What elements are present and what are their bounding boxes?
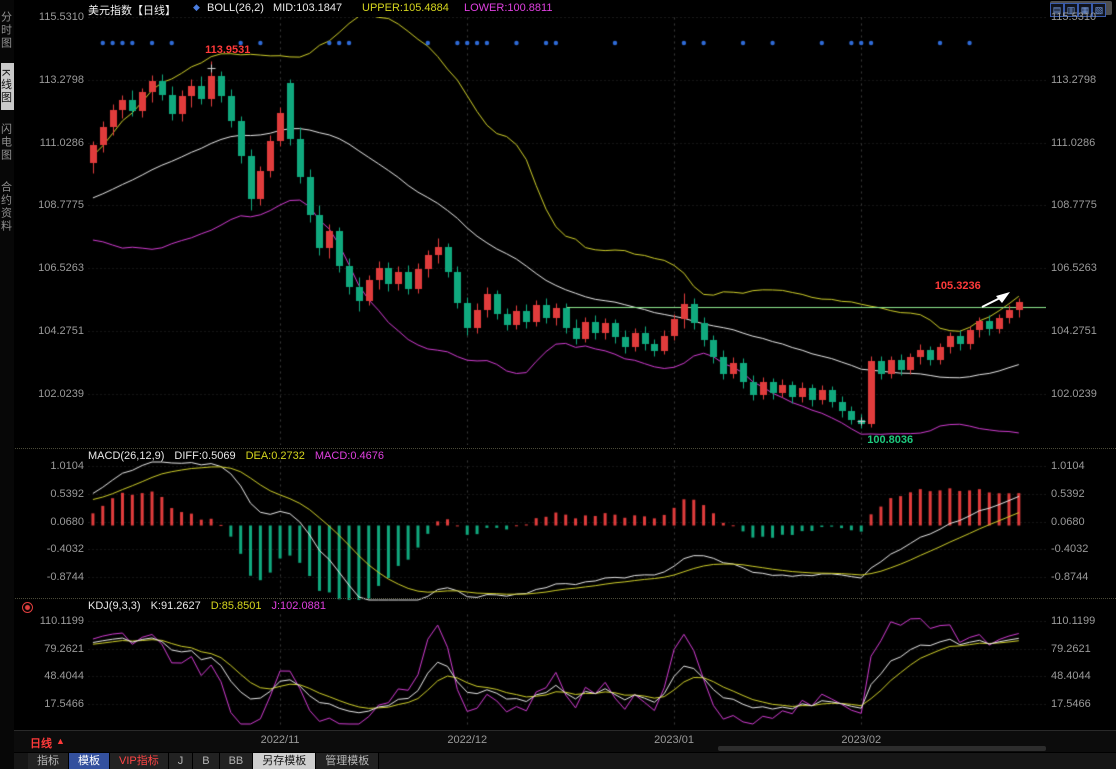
- macd-axis-label: 0.0680: [50, 515, 84, 528]
- price-axis-label: 115.5310: [1051, 11, 1097, 23]
- price-annotation-latest: 105.3236: [934, 279, 981, 292]
- sidebar-item-time-share-chart[interactable]: 分时图: [0, 11, 12, 50]
- tab-j[interactable]: J: [168, 753, 194, 769]
- kdj-axis-label: 110.1199: [1051, 615, 1096, 627]
- sidebar-item-flash-chart[interactable]: 闪电图: [0, 123, 12, 163]
- x-axis-label: 2022/11: [260, 734, 300, 746]
- boll-mid-value: MID:103.1847: [273, 2, 343, 14]
- layout-button-group: ▤ ▥ ▦ ▧: [1050, 3, 1107, 17]
- sidebar-item-contract-info[interactable]: 合约资料: [0, 181, 12, 234]
- price-axis-label: 106.5263: [1051, 262, 1097, 275]
- boll-lower-value: LOWER:100.8811: [464, 2, 553, 14]
- macd-axis-label: 0.5392: [1051, 487, 1085, 500]
- kdj-j-value: J:102.0881: [271, 600, 326, 612]
- price-axis-label: 106.5263: [38, 262, 84, 275]
- macd-axis-label: -0.8744: [46, 571, 84, 583]
- price-annotation-trough: 100.8036: [867, 434, 914, 447]
- macd-axis-label: 1.0104: [50, 460, 84, 472]
- price-chart-canvas[interactable]: [88, 17, 1046, 445]
- kdj-axis-label: 17.5466: [1051, 698, 1091, 710]
- panel-separator: [0, 598, 1116, 599]
- price-axis-label: 102.0239: [1051, 387, 1097, 400]
- kdj-axis-label: 110.1199: [39, 615, 84, 627]
- macd-title: MACD(26,12,9): [88, 450, 165, 462]
- macd-axis-label: -0.4032: [46, 543, 84, 556]
- kdj-axis-label: 79.2621: [44, 642, 84, 655]
- tab-templates[interactable]: 模板: [69, 753, 110, 769]
- price-annotation-peak: 113.9531: [205, 44, 251, 57]
- kdj-axis-label: 17.5466: [44, 698, 84, 710]
- chart-layout-icon-button[interactable]: ▤: [1050, 3, 1065, 17]
- kdj-k-value: K:91.2627: [150, 600, 201, 612]
- x-axis-strip: 日线 ▲: [0, 730, 1116, 752]
- macd-header: MACD(26,12,9) DIFF:0.5069 DEA:0.2732 MAC…: [88, 450, 384, 462]
- price-axis-label: 108.7775: [1051, 199, 1097, 212]
- caret-up-icon: ▲: [56, 736, 65, 746]
- kdj-d-value: D:85.8501: [210, 600, 262, 612]
- sidebar-item-kline-chart[interactable]: K线图: [0, 63, 14, 111]
- header-bar: 美元指数【日线】 ◆ BOLL(26,2) MID:103.1847 UPPER…: [0, 0, 1116, 17]
- bottom-tab-bar: 指标 模板 VIP指标 J B BB 另存模板 管理模板: [0, 752, 1116, 769]
- header-controls: 全部主题 ▼ ▤▥▦▧: [1050, 1, 1112, 17]
- x-axis-label: 2023/02: [841, 734, 882, 746]
- tab-save-template[interactable]: 另存模板: [253, 753, 317, 769]
- annotation-arrow-icon: [981, 292, 1010, 308]
- kdj-header: KDJ(9,3,3) K:91.2627 D:85.8501 J:102.088…: [88, 600, 326, 612]
- kdj-settings-icon[interactable]: [22, 602, 33, 613]
- chart-mode-sidebar: 分时图 K线图闪电图合约资料: [0, 0, 14, 769]
- kdj-chart-canvas[interactable]: [88, 614, 1046, 726]
- price-axis-label: 104.2751: [38, 325, 84, 338]
- boll-upper-value: UPPER:105.4884: [362, 2, 449, 14]
- macd-axis-label: 1.0104: [1051, 460, 1085, 472]
- price-axis-label: 113.2798: [1051, 73, 1097, 86]
- boll-indicator-icon: ◆: [193, 2, 200, 12]
- price-axis-label: 113.2798: [38, 73, 84, 86]
- scrollbar-thumb[interactable]: [718, 746, 1046, 751]
- period-indicator[interactable]: 日线 ▲: [30, 735, 65, 751]
- tab-bb[interactable]: BB: [219, 753, 254, 769]
- macd-axis-label: 0.5392: [50, 487, 84, 500]
- kdj-axis-label: 48.4044: [44, 670, 84, 683]
- chart-layout-icon-button[interactable]: ▧: [1092, 3, 1107, 17]
- macd-diff-value: DIFF:0.5069: [174, 450, 236, 462]
- kdj-axis-label: 79.2621: [1051, 642, 1091, 655]
- price-axis-label: 108.7775: [38, 199, 84, 212]
- macd-axis-label: -0.4032: [1051, 543, 1089, 556]
- macd-axis-label: 0.0680: [1051, 515, 1085, 528]
- boll-params-label: BOLL(26,2): [207, 2, 264, 14]
- macd-dea-value: DEA:0.2732: [245, 450, 305, 462]
- tab-indicators[interactable]: 指标: [28, 753, 69, 769]
- price-axis-label: 115.5310: [38, 11, 84, 23]
- price-axis-label: 111.0286: [39, 136, 84, 149]
- tab-b[interactable]: B: [193, 753, 220, 769]
- kdj-axis-label: 48.4044: [1051, 670, 1091, 683]
- macd-chart-canvas[interactable]: [88, 460, 1046, 602]
- x-axis-label: 2022/12: [447, 734, 488, 746]
- chart-layout-icon-button[interactable]: ▥: [1064, 3, 1079, 17]
- chart-layout-icon-button[interactable]: ▦: [1078, 3, 1093, 17]
- macd-axis-label: -0.8744: [1051, 571, 1089, 583]
- x-axis-label: 2023/01: [654, 734, 694, 746]
- period-label: 日线: [30, 738, 52, 750]
- kdj-title: KDJ(9,3,3): [88, 600, 141, 612]
- panel-separator: [0, 448, 1116, 449]
- price-axis-label: 104.2751: [1051, 325, 1097, 338]
- tab-vip-indicators[interactable]: VIP指标: [110, 753, 169, 769]
- symbol-title: 美元指数【日线】: [88, 5, 176, 17]
- price-axis-label: 111.0286: [1051, 136, 1096, 149]
- price-axis-label: 102.0239: [38, 387, 84, 400]
- macd-macd-value: MACD:0.4676: [314, 450, 384, 462]
- tab-manage-template[interactable]: 管理模板: [316, 753, 380, 769]
